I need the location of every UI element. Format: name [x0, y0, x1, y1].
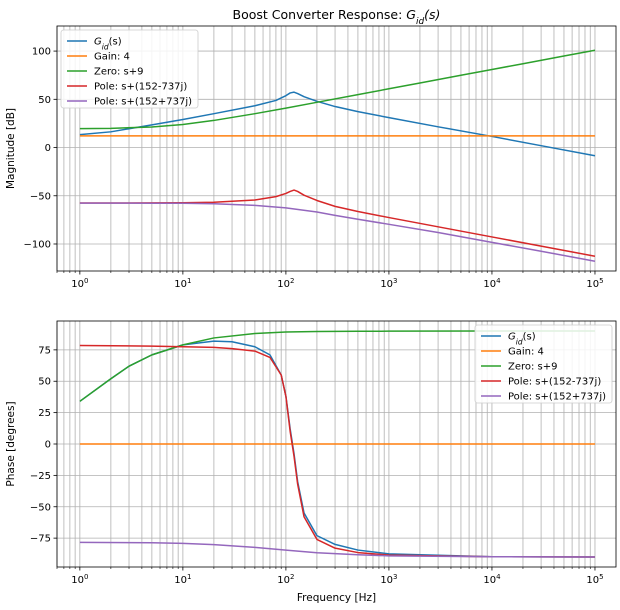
x-tick-label: 102: [277, 573, 294, 586]
legend-entry-label: Pole: s+(152-737j): [508, 377, 601, 388]
y-tick-label: −50: [30, 191, 51, 202]
series-line-pole-s-152-737j: [79, 344, 595, 558]
x-tick-label: 100: [71, 573, 88, 586]
axes-frame: [56, 320, 617, 568]
legend-entry-label: Gain: 4: [94, 52, 130, 63]
legend-entry-label: Pole: s+(152+737j): [508, 392, 606, 403]
phase-plot: 100 101 102 103 104 105 −75 −50 −25 0 25 50 75 Phase …: [5, 320, 617, 604]
legend-entry-label: Zero: s+9: [94, 67, 144, 78]
x-tick-label: 104: [483, 277, 501, 290]
y-tick-label: 75: [38, 345, 51, 356]
chart-title: Boost Converter Response: Gid(s): [233, 7, 441, 27]
x-tick-label: 102: [277, 277, 294, 290]
legend-entry-label: Zero: s+9: [508, 362, 558, 373]
y-tick-label: −25: [30, 471, 51, 482]
x-tick-label: 101: [174, 277, 191, 290]
y-axis-label: Magnitude [dB]: [5, 108, 17, 189]
x-tick-label: 103: [380, 277, 397, 290]
y-tick-label: 50: [38, 95, 51, 106]
magnitude-plot: 100 101 102 103 104 105 −100 −50 0 50 100 Boost Con…: [5, 7, 617, 290]
x-axis-label: Frequency [Hz]: [297, 592, 376, 604]
y-axis-label: Phase [degrees]: [5, 401, 17, 486]
series-line-zero-s-9: [79, 330, 595, 402]
x-tick-label: 101: [174, 573, 191, 586]
y-tick-label: −100: [24, 239, 51, 250]
legend-entry-label: Gid(s): [94, 37, 122, 52]
series-group: [79, 49, 596, 262]
axes-frame: [56, 25, 617, 272]
series-line-pole-s-152-737j: [79, 541, 595, 558]
y-tick-label: 25: [38, 408, 51, 419]
series-line-pole-s-152-737j: [79, 202, 596, 262]
y-tick-label: 50: [38, 377, 51, 388]
series-line-g-id-s: [79, 91, 596, 157]
x-tick-label: 105: [586, 277, 603, 290]
y-tick-label: 0: [45, 143, 51, 154]
x-tick-label: 105: [586, 573, 603, 586]
legend-entry-label: Pole: s+(152-737j): [94, 82, 187, 93]
x-tick-label: 100: [71, 277, 88, 290]
x-tick-label: 104: [483, 573, 501, 586]
legend-entry-label: Pole: s+(152+737j): [94, 97, 192, 108]
series-line-zero-s-9: [79, 49, 596, 130]
legend-entry-label: Gain: 4: [508, 347, 544, 358]
series-group: [79, 330, 595, 558]
legend: Gid(s)Gain: 4 Zero: s+9 Pole: s+(152-737j)…: [474, 324, 613, 404]
legend-entry-label: Gid(s): [508, 332, 536, 347]
y-tick-label: 0: [45, 440, 51, 451]
y-tick-label: 100: [32, 47, 51, 58]
legend-box: [474, 324, 613, 404]
legend: Gid(s)Gain: 4 Zero: s+9 Pole: s+(152-737j)…: [60, 29, 199, 109]
x-tick-label: 103: [380, 573, 397, 586]
y-tick-label: −75: [30, 534, 51, 545]
legend-box: [60, 29, 199, 109]
y-tick-label: −50: [30, 502, 51, 513]
